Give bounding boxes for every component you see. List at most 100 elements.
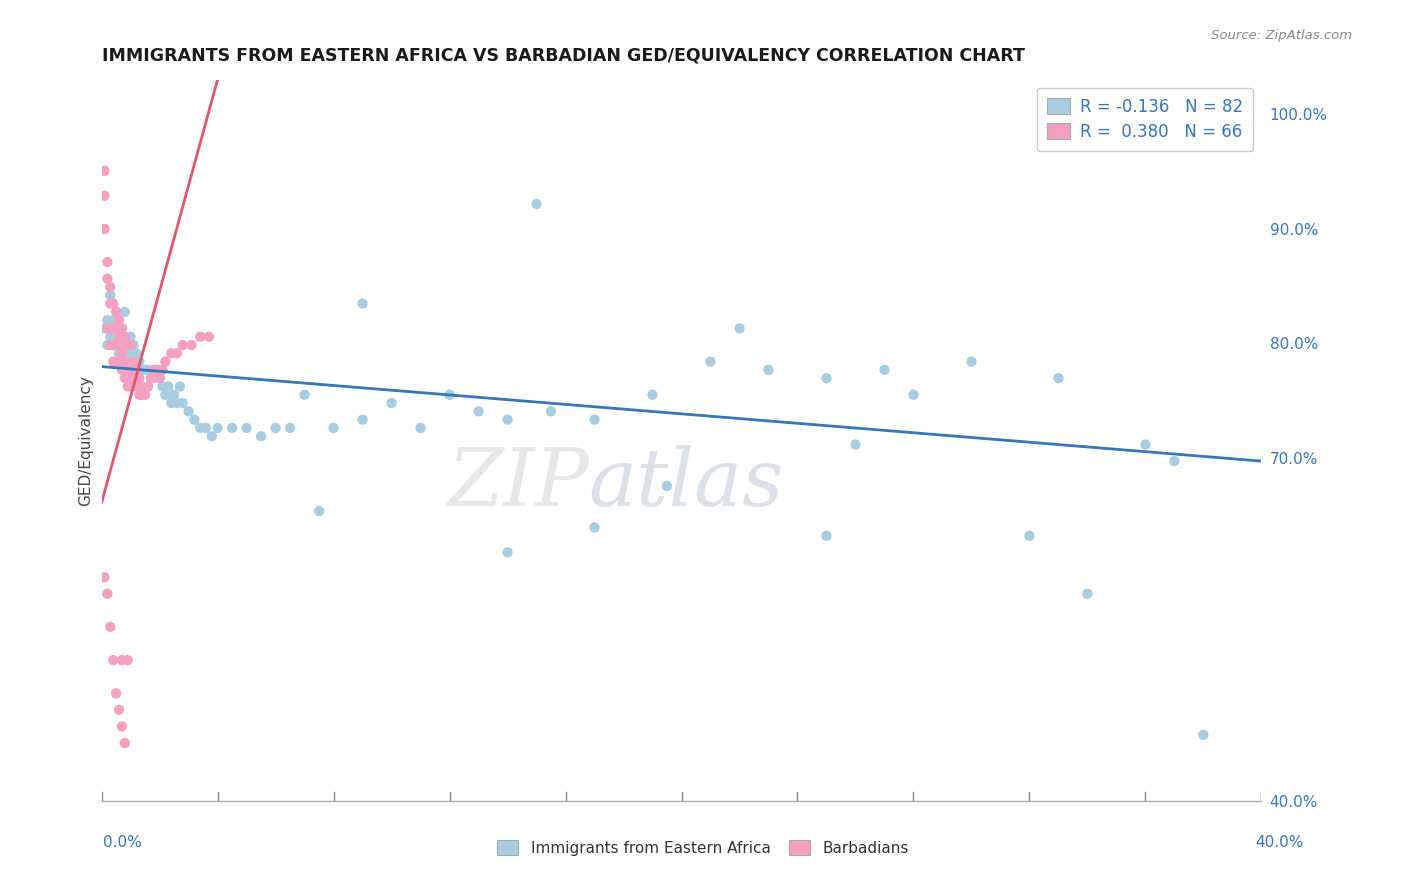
Point — [180, 338, 202, 352]
Point — [142, 363, 165, 377]
Point — [98, 296, 121, 310]
Point — [1018, 529, 1040, 543]
Point — [278, 421, 301, 435]
Point — [108, 346, 131, 360]
Point — [758, 363, 780, 377]
Point — [105, 305, 128, 319]
Point — [120, 379, 142, 393]
Legend: Immigrants from Eastern Africa, Barbadians: Immigrants from Eastern Africa, Barbadia… — [491, 834, 915, 862]
Point — [903, 388, 925, 402]
Point — [98, 620, 121, 634]
Point — [103, 321, 125, 335]
Point — [655, 479, 678, 493]
Point — [136, 363, 159, 377]
Point — [98, 338, 121, 352]
Point — [108, 329, 131, 343]
Point — [114, 329, 136, 343]
Point — [111, 363, 134, 377]
Point — [120, 346, 142, 360]
Point — [114, 329, 136, 343]
Point — [108, 313, 131, 327]
Point — [1076, 587, 1098, 601]
Point — [160, 346, 183, 360]
Point — [114, 305, 136, 319]
Point — [873, 363, 896, 377]
Point — [235, 421, 257, 435]
Point — [322, 421, 344, 435]
Point — [111, 338, 134, 352]
Point — [96, 321, 118, 335]
Text: atlas: atlas — [589, 445, 785, 523]
Point — [166, 346, 188, 360]
Point — [699, 354, 721, 368]
Text: 0.0%: 0.0% — [103, 836, 142, 850]
Point — [96, 338, 118, 352]
Point — [142, 371, 165, 385]
Point — [122, 354, 145, 368]
Point — [221, 421, 243, 435]
Text: Source: ZipAtlas.com: Source: ZipAtlas.com — [1212, 29, 1353, 42]
Point — [117, 653, 139, 667]
Point — [139, 371, 162, 385]
Point — [98, 280, 121, 294]
Point — [131, 363, 153, 377]
Point — [1047, 371, 1070, 385]
Point — [467, 404, 489, 418]
Point — [105, 321, 128, 335]
Point — [583, 520, 606, 534]
Point — [111, 653, 134, 667]
Point — [155, 354, 177, 368]
Point — [177, 404, 200, 418]
Point — [308, 504, 330, 518]
Point — [134, 388, 156, 402]
Point — [125, 363, 148, 377]
Point — [641, 388, 664, 402]
Point — [131, 388, 153, 402]
Text: IMMIGRANTS FROM EASTERN AFRICA VS BARBADIAN GED/EQUIVALENCY CORRELATION CHART: IMMIGRANTS FROM EASTERN AFRICA VS BARBAD… — [101, 46, 1025, 64]
Point — [152, 363, 174, 377]
Point — [134, 363, 156, 377]
Point — [117, 363, 139, 377]
Point — [117, 338, 139, 352]
Point — [103, 338, 125, 352]
Point — [111, 354, 134, 368]
Point — [122, 354, 145, 368]
Point — [96, 271, 118, 285]
Point — [105, 686, 128, 700]
Point — [111, 719, 134, 733]
Point — [145, 363, 167, 377]
Point — [131, 379, 153, 393]
Point — [93, 222, 115, 236]
Point — [439, 388, 461, 402]
Point — [98, 321, 121, 335]
Point — [103, 338, 125, 352]
Point — [96, 587, 118, 601]
Point — [105, 338, 128, 352]
Point — [103, 354, 125, 368]
Point — [120, 329, 142, 343]
Point — [122, 338, 145, 352]
Point — [1135, 437, 1157, 451]
Point — [108, 703, 131, 717]
Point — [120, 338, 142, 352]
Point — [128, 388, 150, 402]
Point — [155, 388, 177, 402]
Point — [728, 321, 751, 335]
Point — [195, 421, 218, 435]
Point — [815, 371, 838, 385]
Point — [172, 338, 194, 352]
Point — [160, 396, 183, 410]
Point — [117, 354, 139, 368]
Point — [103, 313, 125, 327]
Point — [145, 363, 167, 377]
Point — [93, 188, 115, 202]
Point — [108, 329, 131, 343]
Point — [201, 429, 224, 443]
Point — [105, 338, 128, 352]
Point — [844, 437, 866, 451]
Point — [117, 379, 139, 393]
Point — [149, 371, 172, 385]
Point — [114, 371, 136, 385]
Point — [540, 404, 562, 418]
Point — [111, 321, 134, 335]
